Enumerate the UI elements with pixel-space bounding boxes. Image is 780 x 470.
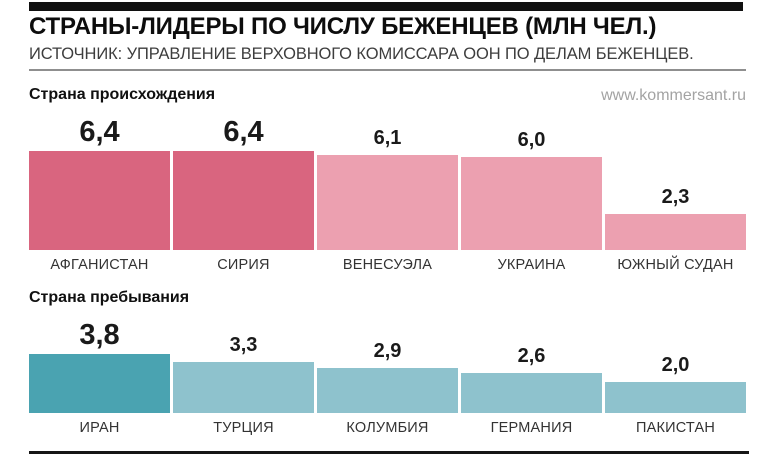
bar (317, 155, 458, 250)
origin-chart: 6,4 АФГАНИСТАН 6,4 СИРИЯ 6,1 ВЕНЕСУЭЛА 6,0 УКРА… (29, 111, 746, 273)
top-black-bar (29, 2, 743, 11)
bar-category-label: СИРИЯ (217, 257, 270, 273)
website-caption: www.kommersant.ru (601, 87, 746, 104)
bar-column: 2,3 ЮЖНЫЙ СУДАН (605, 111, 746, 273)
bar-value-label: 6,4 (79, 115, 120, 148)
bar (29, 354, 170, 413)
bar-column: 2,6 ГЕРМАНИЯ (461, 314, 602, 436)
bar-value-label: 6,0 (517, 129, 546, 151)
bar-category-label: ГЕРМАНИЯ (490, 420, 573, 436)
section-title-residence: Страна пребывания (29, 289, 190, 306)
bar-category-label: ИРАН (79, 420, 120, 436)
bar-value-label: 3,3 (229, 334, 258, 356)
bar-category-label: УКРАИНА (497, 257, 566, 273)
bar-category-label: АФГАНИСТАН (50, 257, 149, 273)
bar (317, 368, 458, 413)
bar (461, 373, 602, 413)
bar (173, 362, 314, 413)
bar-column: 2,0 ПАКИСТАН (605, 314, 746, 436)
bar-column: 3,8 ИРАН (29, 314, 170, 436)
bar (29, 151, 170, 250)
section-title-origin: Страна происхождения (29, 86, 216, 103)
source-caption: ИСТОЧНИК: УПРАВЛЕНИЕ ВЕРХОВНОГО КОМИССАР… (29, 45, 694, 63)
bar-category-label: КОЛУМБИЯ (346, 420, 429, 436)
bar (605, 214, 746, 250)
bar-column: 6,4 СИРИЯ (173, 111, 314, 273)
bar-value-label: 2,9 (373, 340, 402, 362)
bar-value-label: 2,0 (661, 354, 690, 376)
infographic-title: СТРАНЫ-ЛИДЕРЫ ПО ЧИСЛУ БЕЖЕНЦЕВ (МЛН ЧЕЛ… (29, 13, 657, 40)
bar-value-label: 6,1 (373, 127, 402, 149)
bar-category-label: ВЕНЕСУЭЛА (342, 257, 433, 273)
bar (461, 157, 602, 250)
bar-category-label: ЮЖНЫЙ СУДАН (617, 257, 734, 273)
bar-value-label: 3,8 (79, 318, 120, 351)
bottom-rule (29, 451, 749, 454)
bar-column: 3,3 ТУРЦИЯ (173, 314, 314, 436)
bar-value-label: 6,4 (223, 115, 264, 148)
bar-column: 6,0 УКРАИНА (461, 111, 602, 273)
bar-column: 6,4 АФГАНИСТАН (29, 111, 170, 273)
bar-column: 6,1 ВЕНЕСУЭЛА (317, 111, 458, 273)
bar (605, 382, 746, 413)
bar-value-label: 2,3 (661, 186, 690, 208)
bar-value-label: 2,6 (517, 345, 546, 367)
bar-column: 2,9 КОЛУМБИЯ (317, 314, 458, 436)
bar (173, 151, 314, 250)
bar-category-label: ПАКИСТАН (635, 420, 716, 436)
residence-chart: 3,8 ИРАН 3,3 ТУРЦИЯ 2,9 КОЛУМБИЯ 2,6 ГЕРМАНИЯ 2,… (29, 314, 746, 436)
bar-category-label: ТУРЦИЯ (213, 420, 274, 436)
header-divider (29, 69, 746, 71)
